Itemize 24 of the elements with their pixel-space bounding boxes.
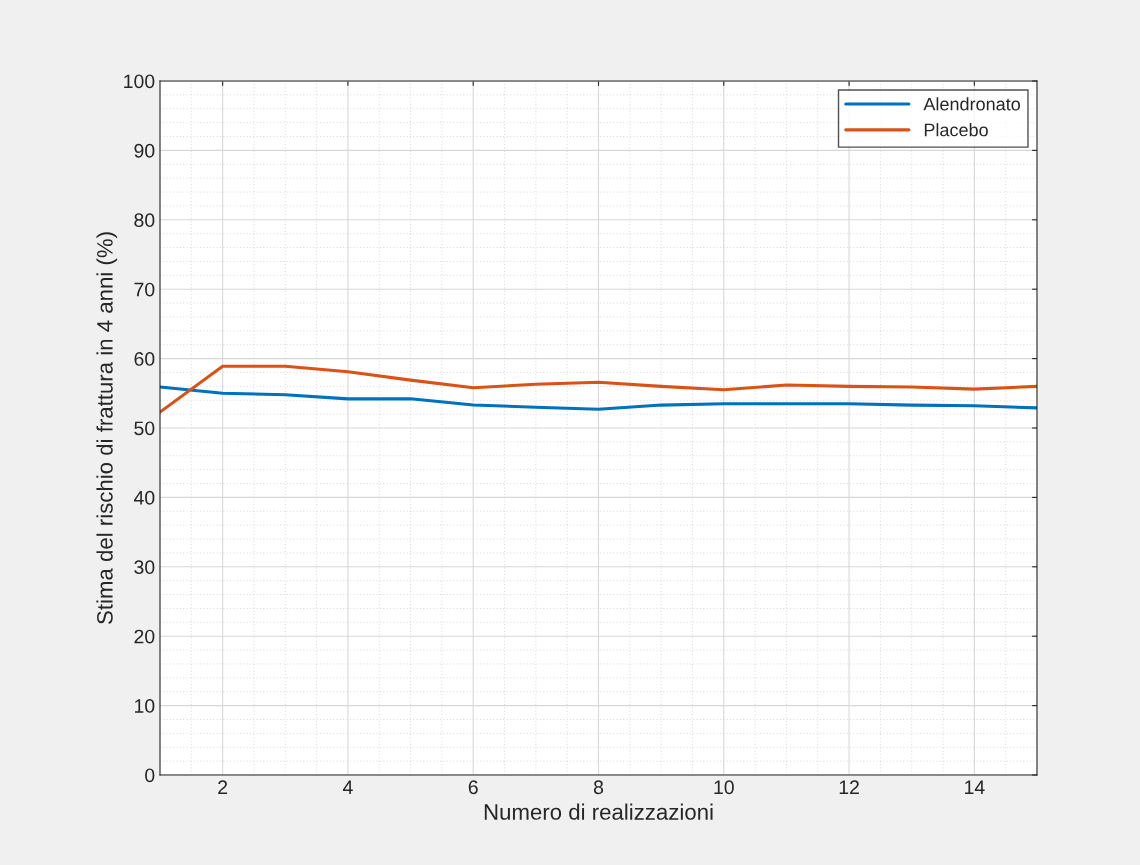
y-tick-label: 70: [134, 282, 155, 297]
line-series: [160, 385, 1037, 411]
y-tick-label: 50: [134, 421, 155, 436]
x-axis-title: Numero di realizzazioni: [484, 803, 713, 820]
y-tick-label: 0: [145, 768, 155, 783]
x-tick-label: 12: [839, 780, 859, 794]
y-tick-label: 100: [124, 74, 155, 89]
legend-label: Placebo: [924, 123, 988, 137]
y-tick-label: 80: [134, 213, 155, 228]
x-tick-label: 8: [593, 780, 604, 795]
y-axis-title: Stima del rischio di frattura in 4 anni (%): [96, 232, 118, 624]
y-tick-label: 40: [133, 490, 155, 505]
y-tick-label: 90: [134, 143, 155, 158]
x-tick-label: 10: [714, 780, 734, 795]
x-tick-label: 14: [965, 780, 985, 794]
x-tick-label: 4: [342, 780, 353, 794]
y-tick-label: 10: [135, 699, 155, 713]
y-tick-label: 60: [134, 352, 155, 366]
x-tick-label: 6: [468, 780, 478, 795]
line-series: [160, 364, 1037, 414]
y-tick-label: 20: [134, 629, 155, 644]
x-tick-label: 2: [218, 780, 228, 794]
legend-label: Alendronato: [923, 97, 1020, 111]
y-tick-label: 30: [134, 560, 155, 575]
